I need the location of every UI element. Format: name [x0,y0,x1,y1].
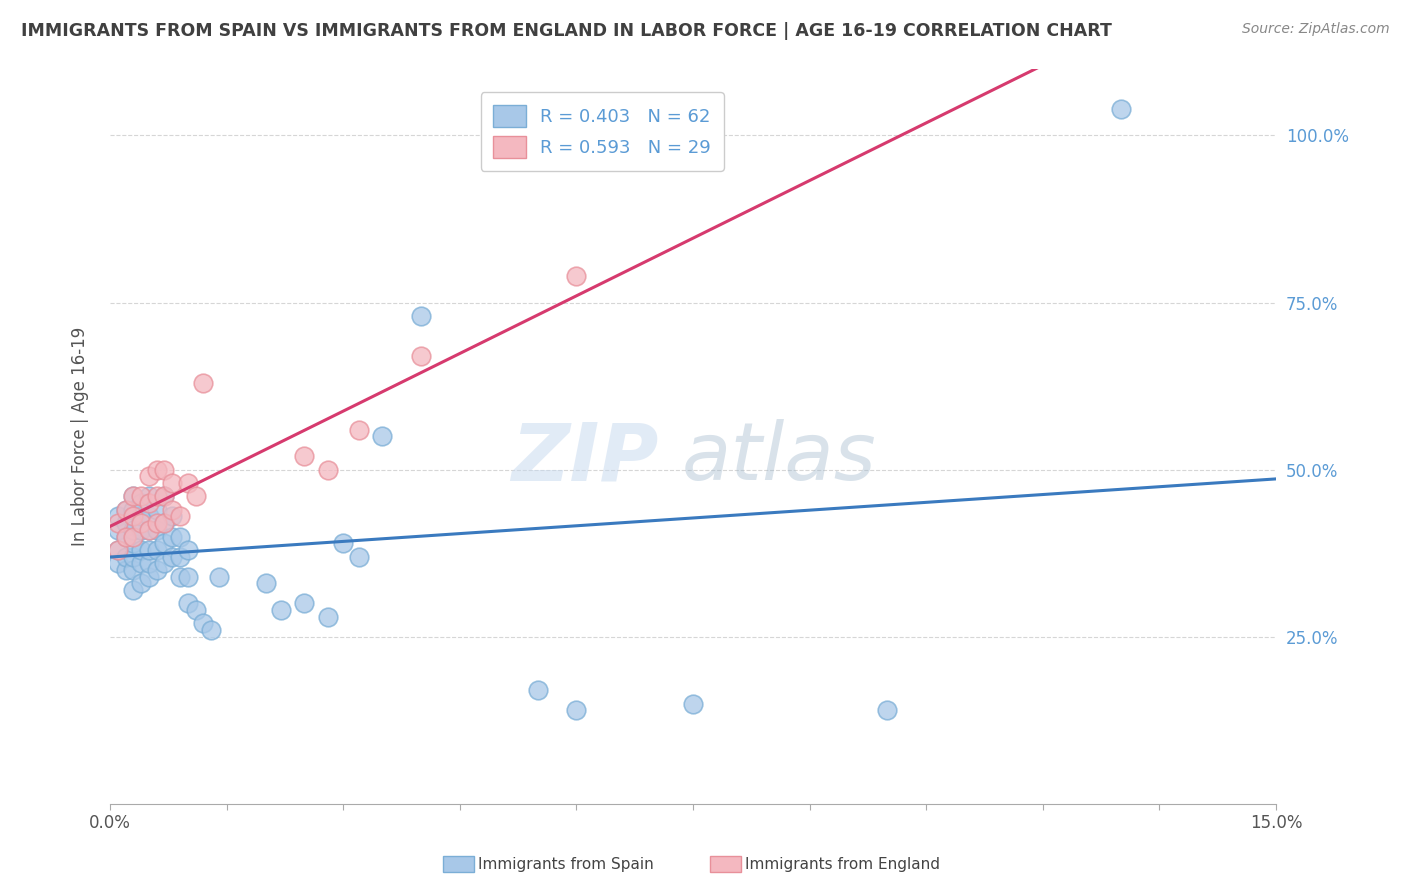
Text: Immigrants from Spain: Immigrants from Spain [478,857,654,871]
Point [138,523,160,537]
Text: ZIP: ZIP [510,419,658,498]
Point [114,530,136,544]
Point [138,490,160,504]
Point [122,503,145,517]
Point [107,542,129,557]
Point [138,569,160,583]
Point [107,516,129,531]
Point [153,556,176,570]
Point [114,530,136,544]
Point [122,549,145,564]
Point [145,523,167,537]
Point [122,509,145,524]
Point [208,569,231,583]
Point [153,536,176,550]
Point [162,503,184,517]
Point [184,490,207,504]
Point [347,549,370,564]
Point [565,268,588,283]
Point [145,542,167,557]
Text: Immigrants from England: Immigrants from England [745,857,941,871]
Point [138,523,160,537]
Point [371,429,394,443]
Point [145,463,167,477]
Point [294,596,316,610]
Point [129,576,152,591]
Point [138,496,160,510]
Text: atlas: atlas [682,419,876,498]
Point [129,556,152,570]
Point [107,542,129,557]
Point [122,582,145,597]
Point [114,503,136,517]
Point [129,516,152,531]
Point [409,309,432,323]
Point [193,376,215,390]
Legend: R = 0.403   N = 62, R = 0.593   N = 29: R = 0.403 N = 62, R = 0.593 N = 29 [481,92,724,170]
Point [138,509,160,524]
Point [122,490,145,504]
Point [145,563,167,577]
Point [153,490,176,504]
Point [129,490,152,504]
Point [129,523,152,537]
Point [153,516,176,531]
Point [177,542,200,557]
Point [122,563,145,577]
Point [153,463,176,477]
Point [122,530,145,544]
Point [138,469,160,483]
Point [107,509,129,524]
Point [129,496,152,510]
Point [145,503,167,517]
Point [107,556,129,570]
Point [162,530,184,544]
Point [200,623,222,637]
Point [162,509,184,524]
Point [169,569,191,583]
Point [682,697,704,711]
Point [122,490,145,504]
Point [1109,102,1132,116]
Point [347,423,370,437]
Point [294,450,316,464]
Point [122,523,145,537]
Point [332,536,354,550]
Point [162,476,184,491]
Point [169,549,191,564]
Y-axis label: In Labor Force | Age 16-19: In Labor Force | Age 16-19 [72,326,89,546]
Point [114,516,136,531]
Point [153,490,176,504]
Point [169,509,191,524]
Point [129,509,152,524]
Point [114,503,136,517]
Point [409,349,432,363]
Point [114,549,136,564]
Point [876,703,898,717]
Point [184,603,207,617]
Point [316,463,339,477]
Point [129,542,152,557]
Point [565,703,588,717]
Point [107,523,129,537]
Point [145,490,167,504]
Text: Source: ZipAtlas.com: Source: ZipAtlas.com [1241,22,1389,37]
Point [169,530,191,544]
Point [316,609,339,624]
Point [138,556,160,570]
Point [138,542,160,557]
Text: IMMIGRANTS FROM SPAIN VS IMMIGRANTS FROM ENGLAND IN LABOR FORCE | AGE 16-19 CORR: IMMIGRANTS FROM SPAIN VS IMMIGRANTS FROM… [21,22,1112,40]
Point [114,563,136,577]
Point [526,683,548,698]
Point [145,516,167,531]
Point [193,616,215,631]
Point [153,516,176,531]
Point [270,603,292,617]
Point [162,549,184,564]
Point [177,596,200,610]
Point [254,576,277,591]
Point [177,569,200,583]
Point [177,476,200,491]
Point [122,536,145,550]
